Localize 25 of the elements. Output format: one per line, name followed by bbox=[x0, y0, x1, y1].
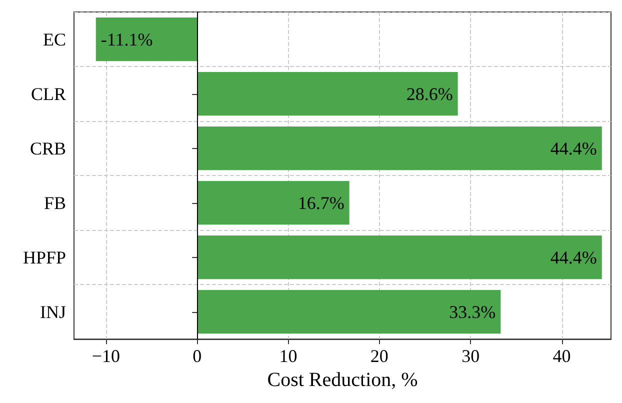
bar bbox=[197, 72, 458, 116]
data-label: 33.3% bbox=[449, 302, 496, 322]
x-tick-label: 40 bbox=[552, 346, 571, 366]
bar bbox=[197, 236, 602, 280]
x-tick-label: 30 bbox=[462, 346, 480, 366]
bar bbox=[96, 17, 198, 62]
y-tick-label: INJ bbox=[40, 302, 66, 322]
y-tick-label: CLR bbox=[30, 84, 66, 104]
x-tick-label: 20 bbox=[370, 346, 388, 366]
bar bbox=[197, 290, 501, 334]
y-tick-label: CRB bbox=[30, 138, 66, 158]
data-label: 44.4% bbox=[550, 247, 597, 268]
x-axis-title: Cost Reduction, % bbox=[267, 369, 418, 391]
y-tick-label: EC bbox=[42, 29, 66, 50]
data-label: 44.4% bbox=[550, 138, 597, 158]
data-label: 28.6% bbox=[406, 84, 453, 104]
x-tick-label: −10 bbox=[92, 346, 120, 366]
y-tick-label: FB bbox=[44, 192, 66, 213]
data-label: -11.1% bbox=[100, 29, 153, 50]
bar bbox=[197, 126, 602, 170]
data-label: 16.7% bbox=[298, 192, 344, 213]
y-tick-label: HPFP bbox=[22, 247, 66, 268]
x-tick-label: 0 bbox=[192, 346, 202, 366]
bar bbox=[197, 181, 350, 225]
x-tick-label: 10 bbox=[279, 346, 298, 366]
